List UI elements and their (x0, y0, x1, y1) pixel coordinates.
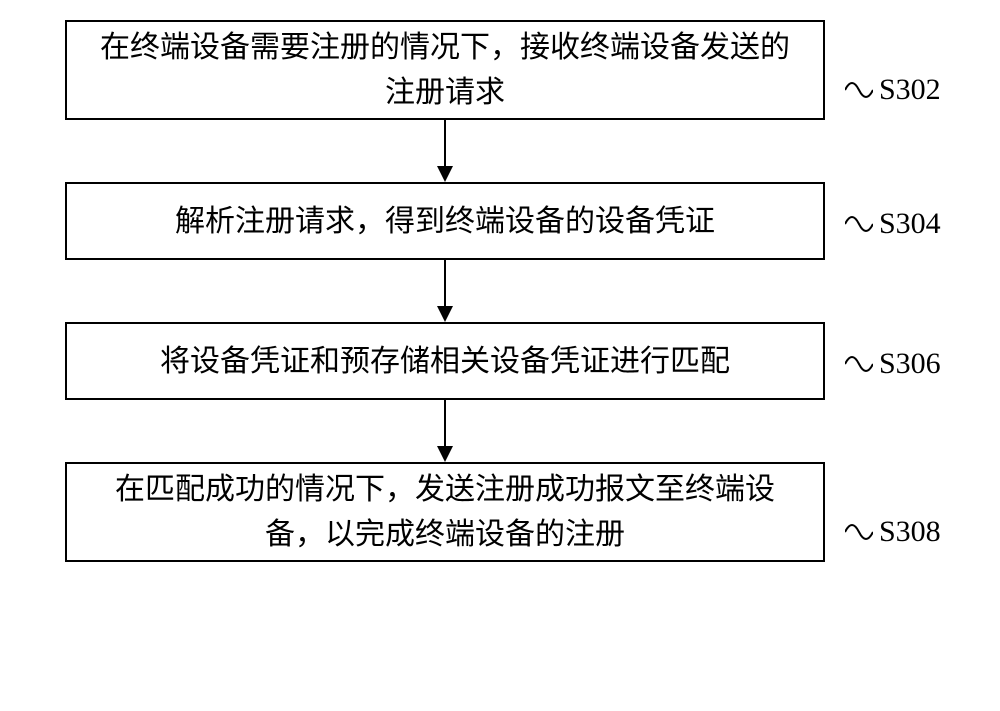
flowchart-container: 在终端设备需要注册的情况下，接收终端设备发送的注册请求 S302 解析注册请求，… (65, 20, 935, 562)
step-label: S304 (879, 207, 941, 241)
flowchart-step: 在匹配成功的情况下，发送注册成功报文至终端设备，以完成终端设备的注册 S308 (65, 462, 935, 562)
flowchart-step: 解析注册请求，得到终端设备的设备凭证 S304 (65, 182, 935, 260)
step-label-wrap: S304 (845, 204, 941, 244)
step-box-3: 将设备凭证和预存储相关设备凭证进行匹配 (65, 322, 825, 400)
squiggle-connector (845, 512, 873, 552)
step-label: S306 (879, 347, 941, 381)
flowchart-step: 在终端设备需要注册的情况下，接收终端设备发送的注册请求 S302 (65, 20, 935, 120)
step-label-wrap: S306 (845, 344, 941, 384)
step-box-1: 在终端设备需要注册的情况下，接收终端设备发送的注册请求 (65, 20, 825, 120)
step-label-wrap: S302 (845, 70, 941, 110)
flowchart-step: 将设备凭证和预存储相关设备凭证进行匹配 S306 (65, 322, 935, 400)
step-label: S302 (879, 73, 941, 107)
step-text: 将设备凭证和预存储相关设备凭证进行匹配 (160, 339, 730, 384)
step-text: 解析注册请求，得到终端设备的设备凭证 (175, 199, 715, 244)
step-box-2: 解析注册请求，得到终端设备的设备凭证 (65, 182, 825, 260)
arrow-down (65, 400, 825, 462)
squiggle-connector (845, 70, 873, 110)
arrow-down (65, 260, 825, 322)
step-text: 在匹配成功的情况下，发送注册成功报文至终端设备，以完成终端设备的注册 (87, 467, 803, 557)
step-box-4: 在匹配成功的情况下，发送注册成功报文至终端设备，以完成终端设备的注册 (65, 462, 825, 562)
step-text: 在终端设备需要注册的情况下，接收终端设备发送的注册请求 (87, 25, 803, 115)
squiggle-connector (845, 344, 873, 384)
arrow-down (65, 120, 825, 182)
step-label-wrap: S308 (845, 512, 941, 552)
squiggle-connector (845, 204, 873, 244)
step-label: S308 (879, 515, 941, 549)
